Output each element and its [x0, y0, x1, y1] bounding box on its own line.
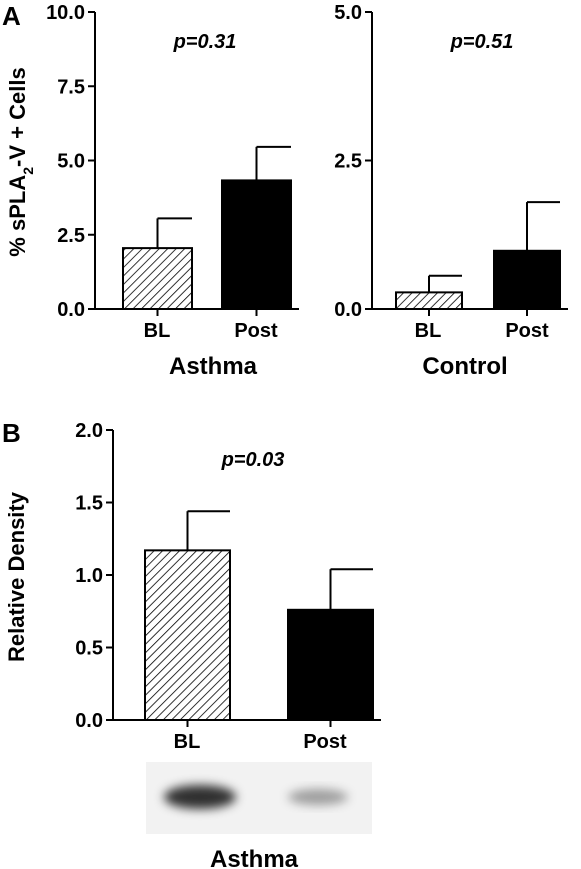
y-tick-label: 0.0 — [57, 299, 85, 321]
y-tick-label: 10.0 — [46, 2, 85, 24]
x-tick-label: Post — [303, 731, 347, 753]
blot-band-post — [288, 789, 348, 805]
p-value: p=0.31 — [173, 31, 237, 53]
svg-text:% sPLA2-V + Cells: % sPLA2-V + Cells — [5, 67, 36, 256]
group-label: Control — [422, 353, 507, 380]
blot-band-bl — [164, 785, 236, 809]
y-tick-label: 1.0 — [75, 565, 103, 587]
y-tick-label: 0.5 — [75, 638, 103, 660]
blot-group-label: Asthma — [210, 846, 299, 869]
bar-bl — [395, 291, 463, 311]
y-axis-label: Relative Density — [4, 491, 29, 662]
bar-bl — [122, 247, 193, 311]
y-tick-label: 2.5 — [57, 225, 85, 247]
bar-post — [221, 179, 292, 310]
bar-bl — [144, 549, 231, 721]
p-value: p=0.51 — [450, 31, 514, 53]
group-label: Asthma — [169, 353, 258, 380]
y-tick-label: 5.0 — [57, 151, 85, 173]
y-tick-label: 0.0 — [75, 710, 103, 732]
x-tick-label: BL — [174, 731, 201, 753]
y-axis-label: % sPLA2-V + Cells — [5, 67, 36, 256]
western-blot: Asthma — [146, 762, 372, 869]
panel-letter-a: A — [2, 1, 21, 31]
ylabel-suffix: -V + Cells — [5, 67, 30, 167]
chart-a-control: 0.0 2.5 5.0 BL Post p=0.51 Control — [334, 2, 568, 380]
ylabel-subscript: 2 — [20, 167, 36, 175]
x-tick-label: BL — [415, 320, 442, 342]
bar-post — [493, 249, 561, 310]
bar-post — [287, 608, 374, 721]
y-tick-label: 0.0 — [334, 299, 362, 321]
ylabel-prefix: % sPLA — [5, 175, 30, 257]
y-tick-label: 5.0 — [334, 2, 362, 24]
y-tick-label: 2.0 — [75, 420, 103, 442]
chart-a-asthma: A % sPLA2-V + Cells 0.0 2.5 5.0 7.5 10.0 BL Po… — [2, 1, 299, 380]
x-tick-label: Post — [234, 320, 278, 342]
panel-letter-b: B — [2, 418, 21, 448]
x-tick-label: Post — [505, 320, 549, 342]
chart-b: B Relative Density 0.0 0.5 1.0 1.5 2.0 BL Post… — [2, 418, 381, 753]
x-tick-label: BL — [144, 320, 171, 342]
y-tick-label: 2.5 — [334, 151, 362, 173]
p-value: p=0.03 — [221, 449, 285, 471]
y-tick-label: 7.5 — [57, 76, 85, 98]
y-tick-label: 1.5 — [75, 493, 103, 515]
